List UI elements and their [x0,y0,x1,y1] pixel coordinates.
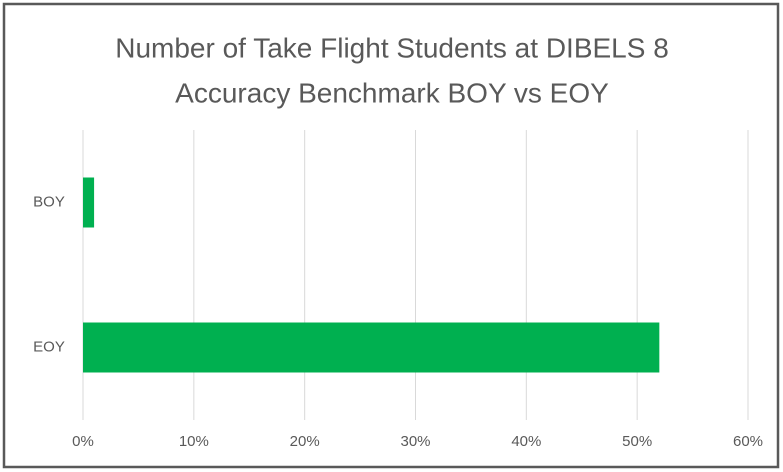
x-tick-label: 0% [72,433,94,450]
x-tick-label: 60% [733,433,763,450]
x-tick-label: 10% [179,433,209,450]
x-tick-label: 40% [511,433,541,450]
x-tick-label: 20% [290,433,320,450]
x-tick-label: 30% [400,433,430,450]
x-tick-label: 50% [622,433,652,450]
y-tick-label: EOY [33,338,65,355]
bar [83,177,95,228]
y-tick-label: BOY [33,193,65,210]
chart-title: Number of Take Flight Students at DIBELS… [115,32,669,63]
bar [83,322,660,373]
chart-title: Accuracy Benchmark BOY vs EOY [175,77,609,108]
